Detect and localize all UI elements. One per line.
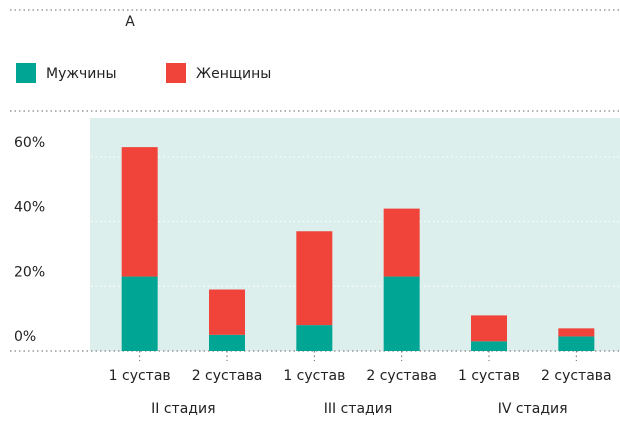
- y-tick-label: 0%: [14, 329, 36, 345]
- group-label: IV стадия: [498, 401, 568, 417]
- bar-segment: [121, 147, 158, 277]
- bar-segment: [296, 231, 333, 326]
- y-tick-label: 40%: [14, 200, 45, 216]
- x-tick-label: 2 сустава: [192, 368, 263, 384]
- bar-segment: [383, 208, 420, 277]
- group-label: II стадия: [151, 401, 215, 417]
- chart-title: A: [125, 14, 135, 30]
- y-tick-label: 60%: [14, 135, 45, 151]
- bar-segment: [296, 325, 333, 351]
- x-tick-label: 1 сустав: [458, 368, 520, 384]
- bar-segment: [209, 289, 245, 335]
- legend-swatch: [16, 63, 36, 83]
- x-tick-label: 1 сустав: [283, 368, 345, 384]
- x-tick-label: 2 сустава: [366, 368, 437, 384]
- bar-segment: [558, 336, 595, 351]
- bar-segment: [558, 328, 595, 337]
- bar-segment: [471, 315, 507, 342]
- x-tick-label: 2 сустава: [541, 368, 612, 384]
- y-tick-label: 20%: [14, 264, 45, 280]
- x-tick-label: 1 сустав: [109, 368, 171, 384]
- bar-segment: [471, 341, 507, 351]
- bar-segment: [121, 276, 158, 351]
- bar-segment: [383, 276, 420, 351]
- legend-label: Мужчины: [46, 66, 117, 82]
- legend-label: Женщины: [196, 66, 271, 82]
- bar-segment: [209, 334, 245, 351]
- legend-swatch: [166, 63, 186, 83]
- plot-area: [90, 118, 620, 351]
- group-label: III стадия: [324, 401, 392, 417]
